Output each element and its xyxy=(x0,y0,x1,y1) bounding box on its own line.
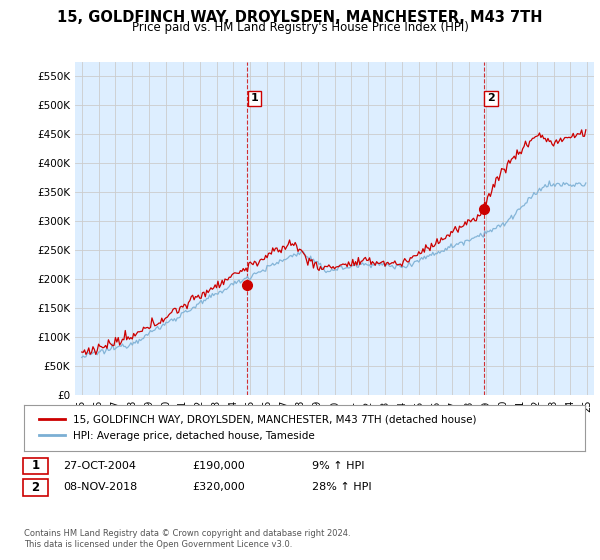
Text: 1: 1 xyxy=(31,459,40,473)
Text: 9% ↑ HPI: 9% ↑ HPI xyxy=(312,461,365,471)
Text: Contains HM Land Registry data © Crown copyright and database right 2024.
This d: Contains HM Land Registry data © Crown c… xyxy=(24,529,350,549)
Text: Price paid vs. HM Land Registry's House Price Index (HPI): Price paid vs. HM Land Registry's House … xyxy=(131,21,469,34)
Legend: 15, GOLDFINCH WAY, DROYLSDEN, MANCHESTER, M43 7TH (detached house), HPI: Average: 15, GOLDFINCH WAY, DROYLSDEN, MANCHESTER… xyxy=(35,411,481,445)
Text: 2: 2 xyxy=(487,94,495,104)
Text: £190,000: £190,000 xyxy=(192,461,245,471)
Text: 15, GOLDFINCH WAY, DROYLSDEN, MANCHESTER, M43 7TH: 15, GOLDFINCH WAY, DROYLSDEN, MANCHESTER… xyxy=(57,10,543,25)
Text: 27-OCT-2004: 27-OCT-2004 xyxy=(63,461,136,471)
Text: 1: 1 xyxy=(251,94,259,104)
Text: 08-NOV-2018: 08-NOV-2018 xyxy=(63,482,137,492)
Text: 2: 2 xyxy=(31,480,40,494)
Text: 28% ↑ HPI: 28% ↑ HPI xyxy=(312,482,371,492)
Text: £320,000: £320,000 xyxy=(192,482,245,492)
